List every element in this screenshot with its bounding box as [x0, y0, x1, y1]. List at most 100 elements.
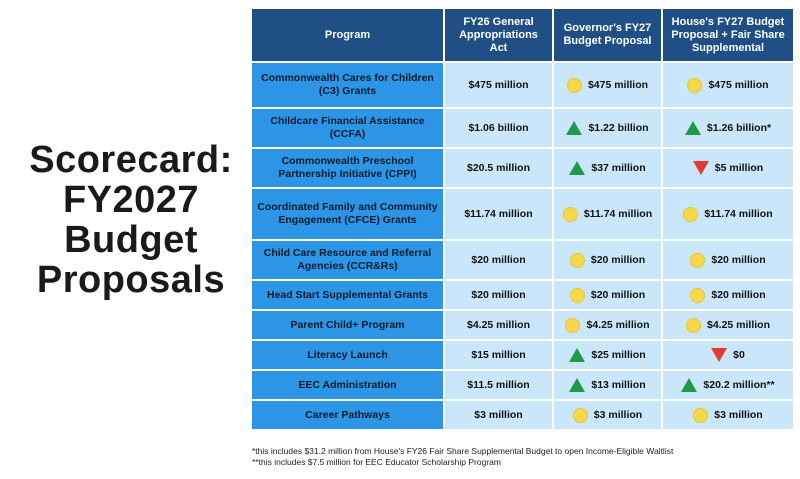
program-name: EEC Administration [252, 371, 443, 399]
house-value: $11.74 million [704, 208, 773, 220]
governor-value: $1.22 billion [588, 122, 649, 134]
fy26-value: $4.25 million [445, 311, 552, 339]
header-governor: Governor's FY27 Budget Proposal [554, 9, 661, 61]
governor-cell: $1.22 billion [554, 109, 661, 147]
no-change-circle-icon [683, 206, 699, 222]
scorecard-table: Program FY26 General Appropriations Act … [250, 7, 795, 431]
no-change-circle-icon [690, 252, 706, 268]
governor-cell: $13 million [554, 371, 661, 399]
page-title: Scorecard: FY2027 Budget Proposals [20, 140, 242, 300]
program-name: Childcare Financial Assistance (CCFA) [252, 109, 443, 147]
no-change-circle-icon [569, 287, 585, 303]
governor-value: $20 million [590, 254, 646, 266]
title-line: FY2027 [62, 179, 200, 221]
house-value: $20.2 million** [703, 379, 775, 391]
house-cell: $11.74 million [663, 189, 793, 239]
title-line: Budget [64, 219, 198, 261]
program-name: Career Pathways [252, 401, 443, 429]
governor-value: $37 million [591, 162, 646, 174]
table-row: Commonwealth Preschool Partnership Initi… [252, 149, 793, 187]
no-change-circle-icon [687, 77, 703, 93]
increase-triangle-icon [566, 121, 583, 135]
governor-value: $11.74 million [583, 208, 653, 220]
house-cell: $5 million [663, 149, 793, 187]
house-cell: $4.25 million [663, 311, 793, 339]
no-change-circle-icon [565, 317, 581, 333]
footnotes: *this includes $31.2 million from House'… [252, 446, 797, 468]
table-row: Literacy Launch $15 million $25 million $0 [252, 341, 793, 369]
house-cell: $0 [663, 341, 793, 369]
fy26-value: $11.74 million [445, 189, 552, 239]
house-value: $20 million [711, 289, 766, 301]
governor-cell: $25 million [554, 341, 661, 369]
governor-cell: $3 million [554, 401, 661, 429]
fy26-value: $20 million [445, 241, 552, 279]
increase-triangle-icon [569, 161, 586, 175]
no-change-circle-icon [569, 252, 585, 268]
header-house: House's FY27 Budget Proposal + Fair Shar… [663, 9, 793, 61]
house-value: $3 million [714, 409, 763, 421]
house-value: $4.25 million [706, 319, 771, 331]
decrease-triangle-icon [692, 161, 709, 175]
increase-triangle-icon [681, 378, 698, 392]
house-value: $20 million [711, 254, 766, 266]
increase-triangle-icon [569, 348, 586, 362]
house-value: $5 million [714, 162, 764, 174]
fy26-value: $15 million [445, 341, 552, 369]
governor-cell: $20 million [554, 241, 661, 279]
program-name: Commonwealth Cares for Children (C3) Gra… [252, 63, 443, 107]
governor-cell: $11.74 million [554, 189, 661, 239]
table-row: Head Start Supplemental Grants $20 millio… [252, 281, 793, 309]
table-row: EEC Administration $11.5 million $13 milli… [252, 371, 793, 399]
governor-value: $3 million [593, 409, 643, 421]
header-fy26: FY26 General Appropriations Act [445, 9, 552, 61]
title-line: Scorecard: [29, 139, 233, 181]
program-name: Coordinated Family and Community Engagem… [252, 189, 443, 239]
no-change-circle-icon [685, 317, 701, 333]
no-change-circle-icon [566, 77, 582, 93]
house-value: $1.26 billion* [706, 122, 772, 134]
house-cell: $3 million [663, 401, 793, 429]
increase-triangle-icon [684, 121, 701, 135]
house-cell: $1.26 billion* [663, 109, 793, 147]
house-value: $475 million [708, 79, 769, 91]
no-change-circle-icon [690, 287, 706, 303]
program-name: Literacy Launch [252, 341, 443, 369]
table-body: Commonwealth Cares for Children (C3) Gra… [252, 63, 793, 429]
program-name: Parent Child+ Program [252, 311, 443, 339]
house-cell: $475 million [663, 63, 793, 107]
program-name: Head Start Supplemental Grants [252, 281, 443, 309]
fy26-value: $475 million [445, 63, 552, 107]
header-program: Program [252, 9, 443, 61]
house-cell: $20 million [663, 281, 793, 309]
governor-value: $4.25 million [586, 319, 650, 331]
fy26-value: $3 million [445, 401, 552, 429]
footnote: **this includes $7.5 million for EEC Edu… [252, 457, 501, 467]
program-name: Child Care Resource and Referral Agencie… [252, 241, 443, 279]
fy26-value: $20 million [445, 281, 552, 309]
table-header-row: Program FY26 General Appropriations Act … [252, 9, 793, 61]
governor-cell: $4.25 million [554, 311, 661, 339]
governor-cell: $37 million [554, 149, 661, 187]
governor-value: $13 million [591, 379, 646, 391]
table-row: Coordinated Family and Community Engagem… [252, 189, 793, 239]
governor-cell: $475 million [554, 63, 661, 107]
fy26-value: $11.5 million [445, 371, 552, 399]
no-change-circle-icon [693, 407, 709, 423]
title-line: Proposals [36, 259, 226, 301]
governor-value: $25 million [591, 349, 646, 361]
footnote: *this includes $31.2 million from House'… [252, 446, 674, 456]
house-cell: $20.2 million** [663, 371, 793, 399]
increase-triangle-icon [569, 378, 586, 392]
house-cell: $20 million [663, 241, 793, 279]
program-name: Commonwealth Preschool Partnership Initi… [252, 149, 443, 187]
decrease-triangle-icon [711, 348, 728, 362]
fy26-value: $1.06 billion [445, 109, 552, 147]
table-row: Child Care Resource and Referral Agencie… [252, 241, 793, 279]
table-row: Commonwealth Cares for Children (C3) Gra… [252, 63, 793, 107]
table-row: Childcare Financial Assistance (CCFA) $1.… [252, 109, 793, 147]
governor-value: $475 million [587, 79, 649, 91]
governor-cell: $20 million [554, 281, 661, 309]
table-row: Parent Child+ Program $4.25 million $4.25 … [252, 311, 793, 339]
house-value: $0 [733, 349, 745, 361]
